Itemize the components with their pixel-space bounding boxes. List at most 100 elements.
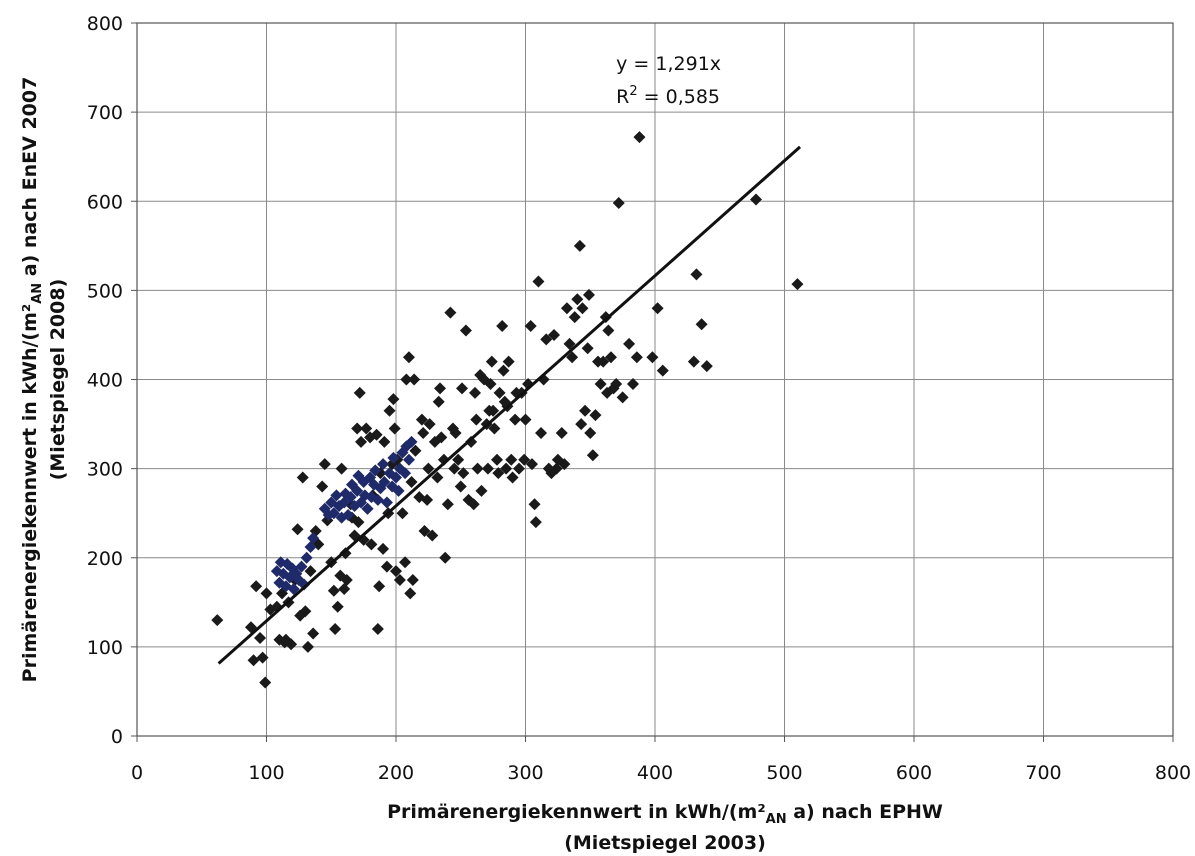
data-point (566, 351, 579, 364)
data-point (560, 302, 573, 315)
data-point-blue (399, 467, 412, 480)
x-tick-label: 800 (1155, 762, 1191, 784)
data-point (690, 268, 703, 281)
data-point (423, 418, 436, 431)
data-point-blue (369, 464, 382, 477)
data-point-blue (327, 507, 340, 520)
data-point (540, 333, 553, 346)
data-point (448, 462, 461, 475)
data-point (509, 413, 522, 426)
data-point (318, 458, 331, 471)
data-point (405, 475, 418, 488)
data-point-blue (371, 493, 384, 506)
data-point (338, 582, 351, 595)
data-point-blue (287, 582, 300, 595)
data-point (340, 574, 353, 587)
data-point (586, 449, 599, 462)
data-point-blue (390, 471, 402, 484)
x-tick-labels: 0 100 200 300 400 500 600 700 800 (131, 762, 1191, 784)
data-point (484, 377, 497, 390)
data-point (535, 426, 548, 439)
data-point (431, 471, 444, 484)
data-point (353, 386, 366, 399)
data-point (695, 318, 708, 331)
x-axis-title-start: Primärenergiekennwert in kWh/(m² (387, 801, 766, 823)
data-point (468, 386, 481, 399)
data-point (524, 320, 537, 333)
y-axis-subtitle: (Mietspiegel 2008) (47, 279, 69, 481)
data-point-blue (342, 508, 355, 521)
data-point (335, 462, 348, 475)
data-point (435, 431, 448, 444)
data-point (612, 197, 625, 210)
data-point (393, 574, 406, 587)
x-tick-label: 400 (637, 762, 673, 784)
data-point (555, 426, 568, 439)
data-point (444, 306, 457, 319)
data-point (456, 382, 469, 395)
x-axis-title-end: a) nach EPHW (787, 801, 943, 823)
data-point (373, 580, 386, 593)
data-point (339, 547, 352, 560)
data-point (581, 342, 594, 355)
data-point (532, 275, 545, 288)
data-point (387, 393, 400, 406)
y-tick-label: 300 (87, 459, 123, 481)
data-point (687, 355, 700, 368)
data-point (254, 631, 267, 644)
data-point-blue (380, 496, 393, 509)
data-point (558, 458, 571, 471)
x-tick-label: 100 (248, 762, 284, 784)
data-point (584, 426, 597, 439)
data-point (487, 404, 500, 417)
data-point (604, 351, 617, 364)
data-point (470, 413, 483, 426)
trend-equation: y = 1,291x (616, 53, 721, 75)
data-point (432, 395, 445, 408)
r-squared-value: = 0,585 (638, 86, 720, 108)
data-point-blue (378, 475, 391, 488)
y-tick-label: 700 (87, 102, 123, 124)
data-point (396, 507, 409, 520)
data-point (426, 529, 439, 542)
y-tick-label: 100 (87, 637, 123, 659)
data-point (519, 413, 532, 426)
data-point (525, 458, 538, 471)
data-point (415, 413, 428, 426)
data-point (434, 382, 447, 395)
x-tick-label: 0 (131, 762, 143, 784)
data-point (390, 565, 402, 578)
data-point (296, 471, 309, 484)
x-axis-title: Primärenergiekennwert in kWh/(m²AN a) na… (387, 801, 943, 827)
data-point (497, 364, 510, 377)
data-point (610, 377, 623, 390)
data-point-blue (307, 532, 320, 545)
y-axis-title: Primärenergiekennwert in kWh/(m²AN a) na… (19, 77, 45, 683)
data-point (563, 337, 576, 350)
data-point (260, 587, 273, 600)
r-squared-superscript: 2 (629, 84, 637, 99)
data-point (651, 302, 664, 315)
data-point (550, 462, 563, 475)
data-point (378, 435, 391, 448)
data-point (502, 355, 515, 368)
data-point (329, 623, 342, 636)
data-point (505, 453, 518, 466)
data-point (471, 462, 484, 475)
data-point (492, 467, 505, 480)
data-point (500, 462, 513, 475)
data-point (459, 324, 472, 337)
data-point (475, 484, 488, 497)
data-point (380, 560, 393, 573)
data-point (247, 654, 260, 667)
data-point (452, 453, 465, 466)
data-point-blue (298, 578, 311, 591)
y-tick-label: 0 (111, 726, 123, 748)
data-point (377, 542, 390, 555)
data-point (491, 453, 504, 466)
data-point (573, 239, 586, 252)
r-squared-prefix: R (616, 86, 629, 108)
data-point (351, 422, 364, 435)
data-point (360, 422, 373, 435)
data-point (630, 351, 643, 364)
